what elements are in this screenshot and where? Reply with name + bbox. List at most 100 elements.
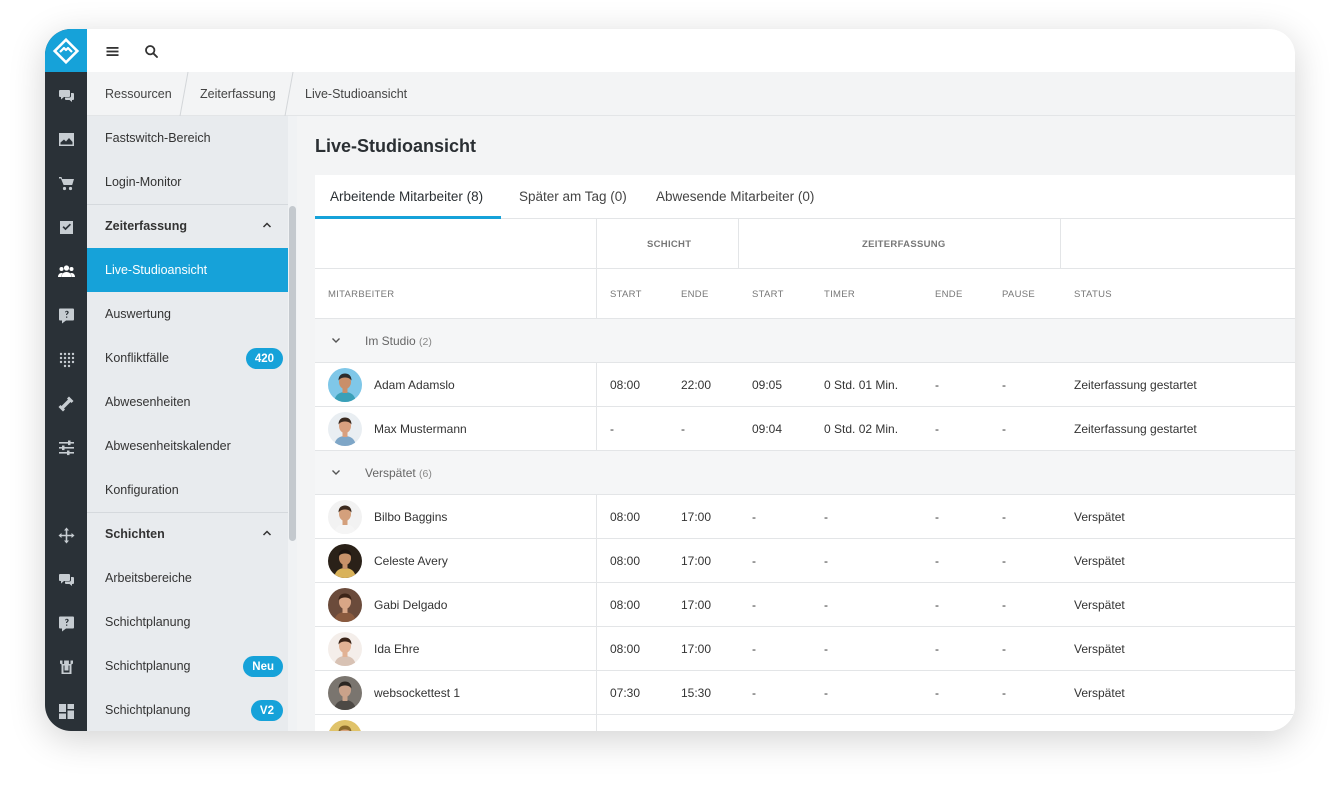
sidebar-item-label: Schichtplanung: [105, 703, 191, 717]
rail-nav-dashboard-button[interactable]: [56, 701, 76, 721]
sidebar-menu: Fastswitch-Bereich Login-Monitor Zeiterfas…: [87, 116, 297, 731]
column-divider: [596, 583, 597, 627]
rail-nav-move-button[interactable]: [56, 525, 76, 545]
rail-nav-cart-button[interactable]: [56, 173, 76, 193]
cell-timer: -: [824, 554, 828, 568]
column-header-status[interactable]: STATUS: [1074, 289, 1112, 300]
breadcrumb-item-zeiterfassung[interactable]: Zeiterfassung: [200, 87, 276, 101]
tab-later-today[interactable]: Später am Tag (0): [519, 189, 627, 204]
app-logo[interactable]: [45, 29, 87, 72]
cell-pause: -: [1002, 642, 1006, 656]
table-panel: Arbeitende Mitarbeiter (8) Später am Tag…: [315, 175, 1295, 731]
group-label: Im Studio (2): [365, 334, 432, 348]
column-divider: [596, 627, 597, 671]
sidebar-scrollbar-thumb[interactable]: [289, 206, 296, 541]
table-row[interactable]: Celeste Avery 08:00 17:00 - - - - Verspätet: [315, 539, 1295, 583]
table-row[interactable]: Adam Adamslo 08:00 22:00 09:05 0 Std. 01 Min…: [315, 363, 1295, 407]
table-row[interactable]: Bilbo Baggins 08:00 17:00 - - - - Verspätet: [315, 495, 1295, 539]
employee-name[interactable]: Adam Adamslo: [374, 378, 455, 392]
sidebar-item-label: Schichten: [105, 527, 165, 541]
count-badge: V2: [250, 700, 283, 721]
employee-name[interactable]: Max Mustermann: [374, 422, 467, 436]
tab-absent[interactable]: Abwesende Mitarbeiter (0): [656, 189, 815, 204]
table-row[interactable]: Gabi Delgado 08:00 17:00 - - - - Verspätet: [315, 583, 1295, 627]
cell-status: Verspätet: [1074, 510, 1125, 524]
cell-pause: -: [1002, 554, 1006, 568]
column-header-pause[interactable]: PAUSE: [1002, 289, 1036, 300]
rail-nav-help-button[interactable]: [56, 305, 76, 325]
main-content: Live-Studioansicht Arbeitende Mitarbeite…: [297, 116, 1295, 731]
breadcrumb-separator: [179, 72, 189, 116]
rail-nav-checkbox-button[interactable]: [56, 217, 76, 237]
employee-name[interactable]: Ida Ehre: [374, 642, 420, 656]
rail-nav-store-button[interactable]: [56, 657, 76, 677]
column-header-shift-end[interactable]: ENDE: [681, 289, 709, 300]
rail-nav-sliders-button[interactable]: [56, 437, 76, 457]
sliders-icon: [58, 440, 74, 455]
rail-nav-tools-button[interactable]: [56, 393, 76, 413]
sidebar-section-header[interactable]: Zeiterfassung: [87, 204, 288, 248]
column-header-timer[interactable]: TIMER: [824, 289, 856, 300]
sidebar-item[interactable]: Abwesenheitskalender: [87, 424, 288, 468]
cell-timer: 0 Std. 02 Min.: [824, 422, 899, 436]
column-divider: [1060, 219, 1061, 269]
sidebar-item[interactable]: Fastswitch-Bereich: [87, 116, 288, 160]
table-row[interactable]: Ida Ehre 08:00 17:00 - - - - Verspätet: [315, 627, 1295, 671]
sidebar-item[interactable]: Konfliktfälle 420: [87, 336, 288, 380]
cell-shift-start: 08:00: [610, 378, 641, 392]
employee-name[interactable]: websockettest 1: [374, 686, 461, 700]
sidebar-section-header[interactable]: Schichten: [87, 512, 288, 556]
column-header-end[interactable]: ENDE: [935, 289, 963, 300]
cell-start: -: [752, 642, 756, 656]
tab-working[interactable]: Arbeitende Mitarbeiter (8): [330, 189, 484, 204]
sidebar-item[interactable]: Arbeitsbereiche: [87, 556, 288, 600]
cell-shift-end: 17:00: [681, 598, 712, 612]
cell-timer: -: [824, 510, 828, 524]
table-row[interactable]: websockettest 1 07:30 15:30 - - - - Verspätet: [315, 671, 1295, 715]
sidebar-item[interactable]: Schichtplanung V2: [87, 688, 288, 731]
group-row[interactable]: Verspätet (6): [315, 451, 1295, 495]
group-header-shift-label: SCHICHT: [647, 239, 692, 250]
cell-pause: -: [1002, 686, 1006, 700]
column-header-employee[interactable]: MITARBEITER: [328, 289, 395, 300]
rail-nav-help-button[interactable]: [56, 613, 76, 633]
rail-nav-chat-button[interactable]: [56, 85, 76, 105]
sidebar-item[interactable]: Schichtplanung: [87, 600, 288, 644]
sidebar-divider: [87, 204, 288, 205]
sidebar-item[interactable]: Live-Studioansicht: [87, 248, 288, 292]
column-header-shift-start[interactable]: START: [610, 289, 642, 300]
rail-nav-image-button[interactable]: [56, 129, 76, 149]
sidebar-item[interactable]: Auswertung: [87, 292, 288, 336]
cell-shift-end: -: [681, 422, 685, 436]
cell-end: -: [935, 422, 939, 436]
column-header-row: MITARBEITER START ENDE START TIMER ENDE …: [315, 269, 1295, 319]
cell-pause: -: [1002, 378, 1006, 392]
group-label: Verspätet (6): [365, 466, 432, 480]
search-button[interactable]: [141, 41, 161, 61]
breadcrumb-item-ressourcen[interactable]: Ressourcen: [105, 87, 172, 101]
logo-icon: [52, 37, 80, 64]
table-row[interactable]: [315, 715, 1295, 731]
employee-name[interactable]: Gabi Delgado: [374, 598, 448, 612]
rail-nav-grid-dots-button[interactable]: [56, 349, 76, 369]
active-tab-indicator: [315, 216, 501, 219]
sidebar-item-label: Arbeitsbereiche: [105, 571, 192, 585]
employee-name[interactable]: Celeste Avery: [374, 554, 448, 568]
table-row[interactable]: Max Mustermann - - 09:04 0 Std. 02 Min. - - Zei…: [315, 407, 1295, 451]
sidebar-item[interactable]: Login-Monitor: [87, 160, 288, 204]
avatar: [328, 412, 362, 446]
group-row[interactable]: Im Studio (2): [315, 319, 1295, 363]
rail-nav-users-button[interactable]: [56, 261, 76, 281]
cell-shift-end: 17:00: [681, 642, 712, 656]
cell-start: 09:05: [752, 378, 783, 392]
sidebar-item[interactable]: Konfiguration: [87, 468, 288, 512]
cell-pause: -: [1002, 598, 1006, 612]
sidebar-item-label: Live-Studioansicht: [105, 263, 208, 277]
rail-nav-chat-button[interactable]: [56, 569, 76, 589]
column-header-start[interactable]: START: [752, 289, 784, 300]
cell-end: -: [935, 554, 939, 568]
employee-name[interactable]: Bilbo Baggins: [374, 510, 448, 524]
menu-toggle-button[interactable]: [102, 41, 122, 61]
sidebar-item[interactable]: Schichtplanung Neu: [87, 644, 288, 688]
sidebar-item[interactable]: Abwesenheiten: [87, 380, 288, 424]
